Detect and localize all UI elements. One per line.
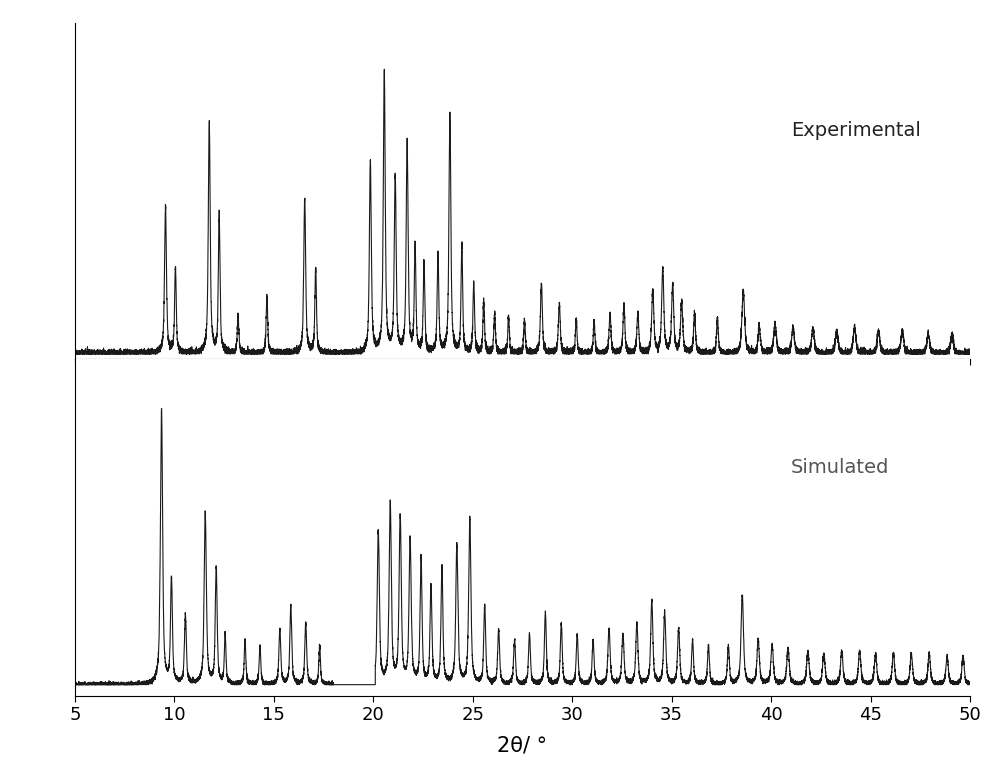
Text: Experimental: Experimental	[791, 121, 921, 140]
X-axis label: 2θ/ °: 2θ/ °	[497, 735, 548, 755]
Text: Simulated: Simulated	[791, 458, 889, 476]
